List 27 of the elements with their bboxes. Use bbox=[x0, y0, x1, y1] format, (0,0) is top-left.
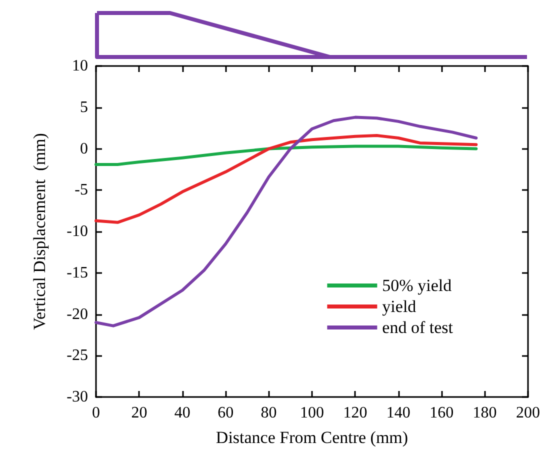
x-tick-label: 0 bbox=[92, 404, 100, 422]
legend-label: 50% yield bbox=[382, 276, 452, 295]
x-axis-title: Distance From Centre (mm) bbox=[216, 428, 408, 447]
legend-label: end of test bbox=[382, 318, 454, 337]
y-tick-label: 0 bbox=[80, 140, 88, 158]
x-tick-label: 200 bbox=[516, 404, 540, 422]
y-tick-label: 10 bbox=[72, 58, 88, 74]
x-tick-label: 120 bbox=[343, 404, 368, 422]
x-tick-label: 80 bbox=[260, 404, 277, 422]
y-tick-label: -30 bbox=[66, 388, 88, 406]
y-tick-label: -25 bbox=[66, 347, 88, 364]
y-tick-label: -20 bbox=[66, 306, 88, 323]
line-series bbox=[94, 134, 478, 224]
x-tick-label: 140 bbox=[386, 404, 410, 422]
y-tick-label: -5 bbox=[74, 182, 88, 199]
x-tick-label: 100 bbox=[300, 404, 324, 422]
x-tick-label: 20 bbox=[131, 404, 148, 422]
legend-label: yield bbox=[382, 297, 417, 316]
x-tick-label: 160 bbox=[430, 404, 454, 422]
y-tick-label: -15 bbox=[66, 264, 88, 282]
y-tick-label: -10 bbox=[66, 223, 88, 240]
x-tick-label: 40 bbox=[174, 404, 190, 422]
line-series bbox=[94, 144, 478, 166]
y-axis-title: Vertical Displacement (mm) bbox=[30, 133, 49, 330]
y-tick-label: 5 bbox=[80, 98, 88, 116]
x-tick-label: 180 bbox=[472, 404, 497, 422]
x-tick-label: 60 bbox=[218, 404, 234, 422]
